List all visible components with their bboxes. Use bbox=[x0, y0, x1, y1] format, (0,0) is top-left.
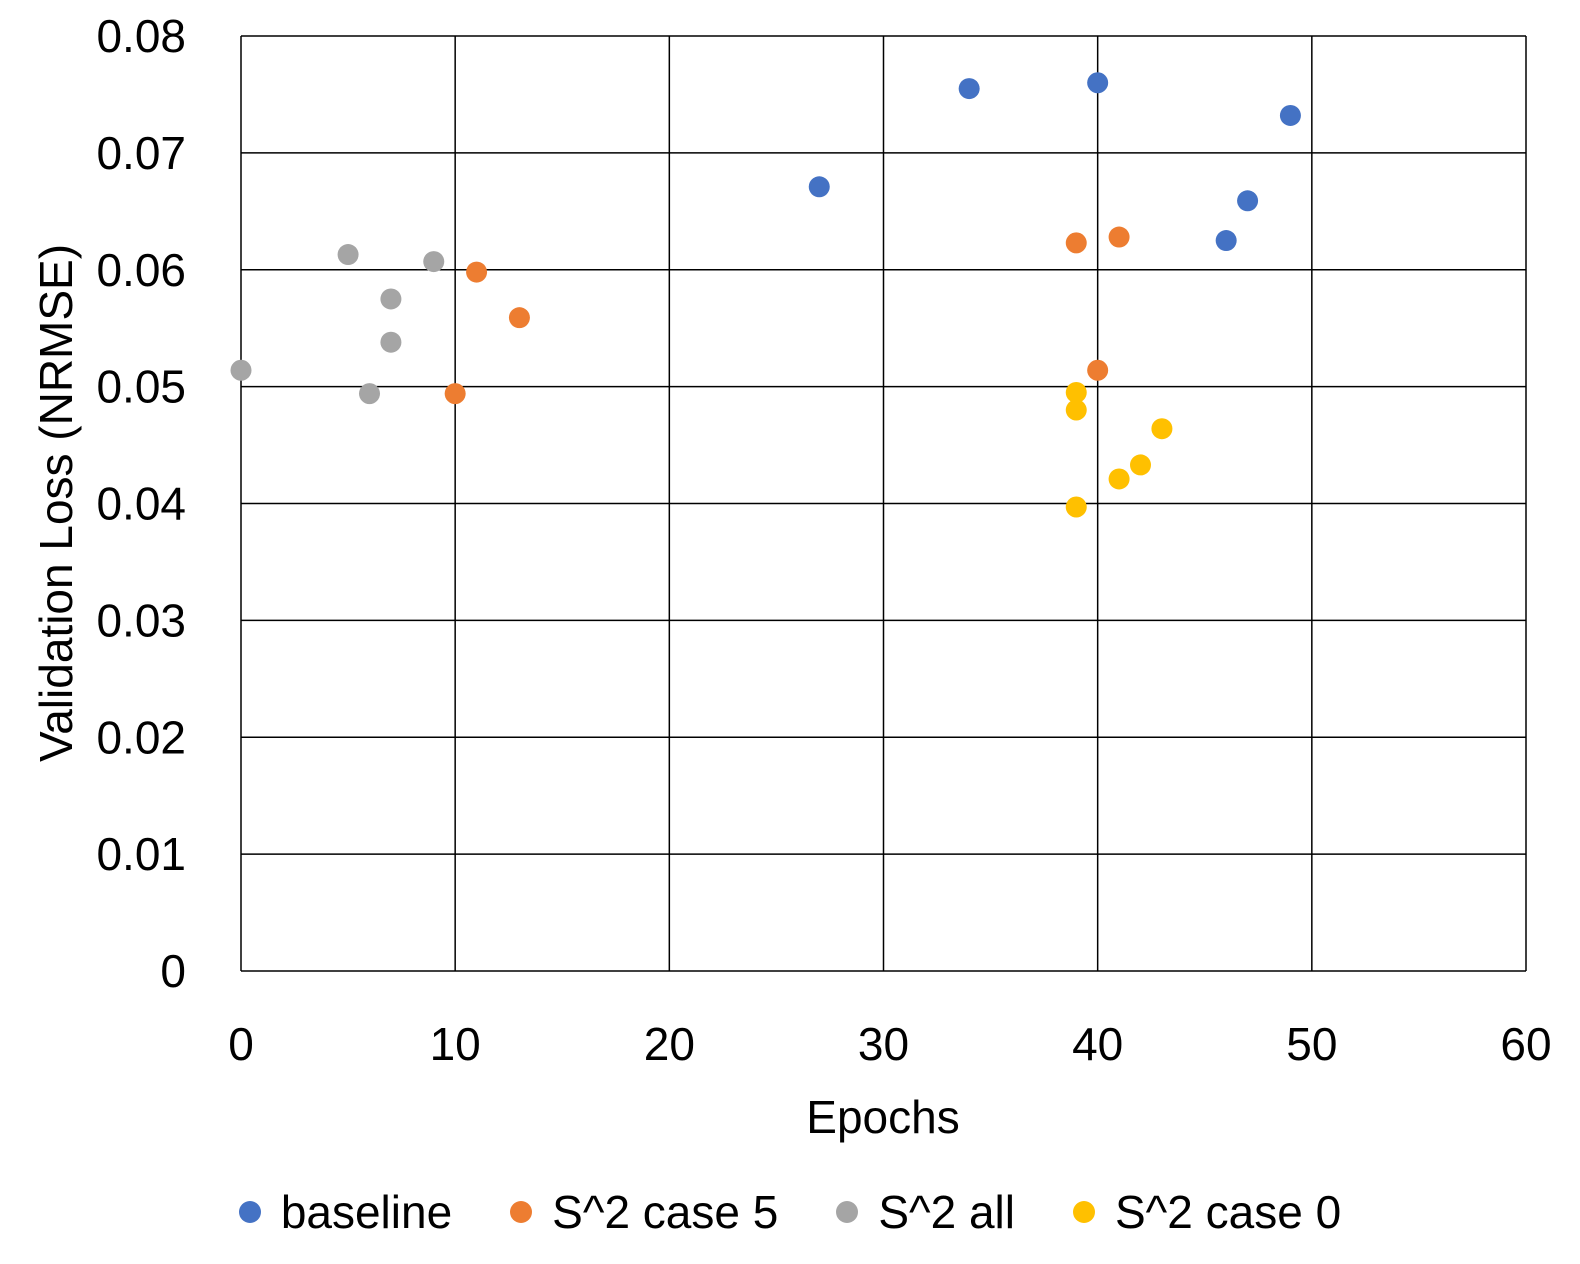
y-tick-label: 0.01 bbox=[96, 828, 186, 880]
data-point bbox=[1065, 232, 1087, 254]
data-point bbox=[1087, 72, 1109, 94]
y-tick-label: 0.08 bbox=[96, 10, 186, 62]
legend-item: S^2 all bbox=[836, 1189, 1015, 1235]
data-point bbox=[444, 383, 466, 405]
y-tick-label: 0.07 bbox=[96, 127, 186, 179]
data-point bbox=[1215, 230, 1237, 252]
data-point bbox=[1151, 418, 1173, 440]
data-point bbox=[380, 288, 402, 310]
data-point bbox=[958, 78, 980, 100]
data-point bbox=[380, 331, 402, 353]
y-tick-label: 0.04 bbox=[96, 478, 186, 530]
legend-label: S^2 case 5 bbox=[552, 1186, 779, 1238]
data-point bbox=[508, 307, 530, 329]
data-point bbox=[1087, 359, 1109, 381]
data-point bbox=[337, 244, 359, 266]
y-tick-labels: 0 0.01 0.02 0.03 0.04 0.05 0.06 0.07 0.08 bbox=[96, 10, 186, 997]
data-point bbox=[466, 261, 488, 283]
data-point bbox=[1108, 468, 1130, 490]
legend-label: baseline bbox=[280, 1186, 453, 1238]
data-point bbox=[230, 359, 252, 381]
y-tick-label: 0.06 bbox=[96, 244, 186, 296]
data-point bbox=[1237, 190, 1259, 212]
data-point bbox=[1279, 104, 1301, 126]
x-tick-label: 10 bbox=[430, 1018, 481, 1070]
data-point bbox=[423, 251, 445, 273]
data-point bbox=[359, 383, 380, 405]
data-point bbox=[1130, 454, 1151, 476]
legend-item: baseline bbox=[238, 1186, 453, 1238]
x-tick-labels: 0 10 20 30 40 50 60 bbox=[228, 1018, 1551, 1070]
y-tick-label: 0.05 bbox=[96, 361, 186, 413]
y-tick-label: 0.02 bbox=[96, 711, 186, 763]
data-point bbox=[1065, 496, 1087, 518]
gridlines bbox=[240, 35, 1527, 972]
x-tick-label: 40 bbox=[1072, 1018, 1123, 1070]
data-point bbox=[1108, 226, 1130, 248]
legend-marker bbox=[1073, 1201, 1095, 1223]
legend-marker bbox=[836, 1201, 859, 1223]
x-tick-label: 30 bbox=[858, 1018, 909, 1070]
legend-marker bbox=[510, 1201, 533, 1223]
data-point bbox=[1065, 399, 1087, 421]
x-tick-label: 20 bbox=[644, 1018, 695, 1070]
chart-legend: baseline S^2 case 5 S^2 all S^2 case 0 bbox=[0, 1180, 1580, 1244]
y-tick-label: 0.03 bbox=[96, 594, 186, 646]
data-point bbox=[1065, 381, 1087, 403]
legend-item: S^2 case 0 bbox=[1073, 1189, 1341, 1235]
data-point bbox=[808, 176, 830, 198]
legend-label: S^2 all bbox=[878, 1186, 1015, 1238]
x-tick-label: 0 bbox=[228, 1018, 254, 1070]
data-points bbox=[230, 72, 1301, 518]
x-tick-label: 60 bbox=[1500, 1018, 1551, 1070]
legend-marker bbox=[238, 1201, 261, 1223]
y-tick-label: 0 bbox=[160, 945, 186, 997]
legend-item: S^2 case 5 bbox=[510, 1189, 778, 1235]
y-axis-title: Validation Loss (NRMSE) bbox=[30, 244, 82, 762]
x-tick-label: 50 bbox=[1286, 1018, 1337, 1070]
legend-label: S^2 case 0 bbox=[1115, 1186, 1342, 1238]
x-axis-title: Epochs bbox=[806, 1091, 959, 1143]
